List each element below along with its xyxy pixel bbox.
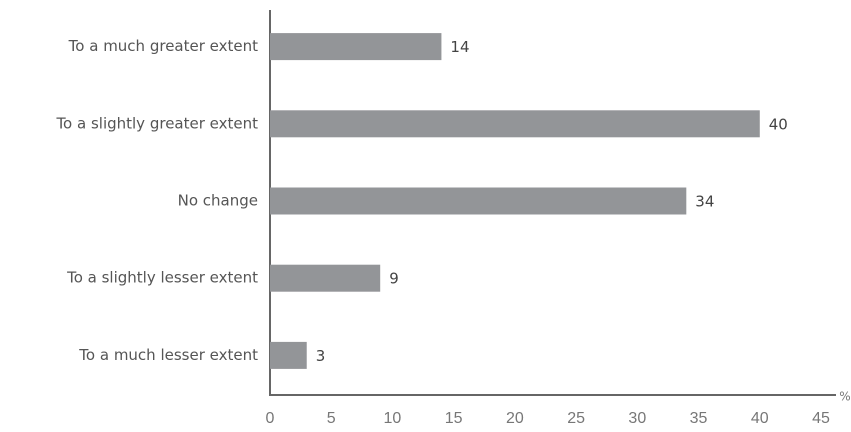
x-axis-label: %	[839, 390, 850, 404]
x-tick-label: 35	[690, 410, 708, 427]
x-tick-label: 15	[445, 410, 463, 427]
x-tick-label: 30	[628, 410, 646, 427]
bar	[270, 341, 307, 369]
value-label: 9	[389, 270, 399, 288]
y-tick-label: To a slightly greater extent	[55, 114, 258, 132]
value-label: 40	[769, 115, 788, 133]
x-tick-label: 20	[506, 410, 524, 427]
y-tick-label: To a much greater extent	[68, 37, 258, 55]
y-tick-label: No change	[178, 192, 258, 210]
x-tick-label: 5	[327, 410, 336, 427]
y-tick-label: To a much lesser extent	[78, 346, 258, 364]
x-tick-label: 25	[567, 410, 585, 427]
y-tick-label: To a slightly lesser extent	[66, 269, 258, 287]
bar	[270, 33, 442, 61]
x-tick-label: 10	[384, 410, 402, 427]
value-label: 14	[450, 38, 469, 56]
value-label: 3	[316, 347, 326, 365]
x-tick-label: 0	[266, 410, 275, 427]
value-label: 34	[695, 193, 714, 211]
bar	[270, 110, 760, 138]
x-tick-label: 40	[751, 410, 769, 427]
x-tick-label: 45	[812, 410, 830, 427]
bar	[270, 187, 687, 215]
bar	[270, 264, 381, 292]
